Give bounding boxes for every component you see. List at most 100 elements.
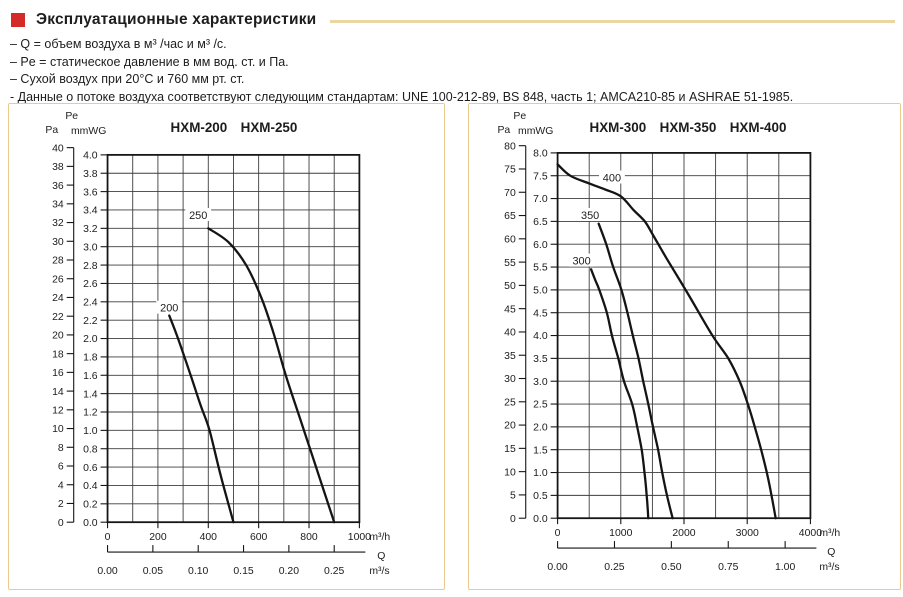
header-rule [330, 19, 895, 23]
svg-text:0: 0 [510, 514, 516, 525]
svg-text:250: 250 [189, 210, 207, 222]
svg-text:1000: 1000 [348, 532, 371, 543]
svg-text:2: 2 [58, 499, 64, 510]
q-axis-label: Q [377, 551, 385, 562]
svg-text:200: 200 [160, 303, 178, 315]
curve-label-250: 250 [185, 208, 212, 222]
pe-axis-label: Pe [513, 111, 526, 122]
svg-text:24: 24 [52, 293, 64, 304]
svg-text:0: 0 [105, 532, 111, 543]
bullet-line-standards: - Данные о потоке воздуха соответствуют … [10, 89, 794, 104]
curve-label-350: 350 [577, 207, 604, 222]
svg-text:0.10: 0.10 [188, 566, 209, 577]
svg-text:3.5: 3.5 [533, 354, 548, 365]
svg-text:400: 400 [200, 532, 218, 543]
bullet-line-air: – Сухой воздух при 20°C и 760 мм рт. ст. [10, 72, 245, 87]
svg-text:2.0: 2.0 [533, 423, 548, 434]
bullet-list: – Q = объем воздуха в м³ /час и м³ /с. –… [10, 36, 898, 106]
svg-text:18: 18 [52, 349, 64, 360]
chart-panel-hxm-200-250: 0.0 0.2 0.4 0.6 0.8 1.0 1.2 1.4 1.6 1.8 2.0 2.2 2.4 2… [8, 103, 445, 590]
svg-text:1.6: 1.6 [83, 371, 98, 382]
q-axis-m3s: 0.00 0.25 0.50 0.75 1.00 Qm³/s [547, 541, 840, 573]
svg-text:2.5: 2.5 [533, 400, 548, 411]
svg-text:34: 34 [52, 200, 64, 211]
svg-text:1.2: 1.2 [83, 408, 98, 419]
svg-text:4.0: 4.0 [533, 331, 548, 342]
x-axis-unit: m³/h [369, 532, 390, 543]
svg-text:0.20: 0.20 [279, 566, 300, 577]
svg-text:7.5: 7.5 [533, 171, 548, 182]
svg-text:0.05: 0.05 [143, 566, 164, 577]
svg-text:1.0: 1.0 [83, 426, 98, 437]
svg-text:0.25: 0.25 [604, 562, 625, 573]
header: Эксплуатационные характеристики [11, 10, 895, 30]
curve-label-300: 300 [568, 253, 595, 268]
svg-text:300: 300 [572, 256, 590, 268]
svg-text:4.5: 4.5 [533, 308, 548, 319]
svg-text:3000: 3000 [736, 528, 759, 539]
svg-text:3.4: 3.4 [83, 206, 98, 217]
svg-text:0: 0 [58, 518, 64, 529]
svg-text:3.0: 3.0 [533, 377, 548, 388]
pa-axis: 0 5 10 15 20 25 30 35 40 45 50 55 60 65 70 75 80 [504, 141, 527, 525]
svg-text:3.6: 3.6 [83, 187, 98, 198]
svg-text:0.6: 0.6 [83, 463, 98, 474]
performance-chart-hxm-200-250: 0.0 0.2 0.4 0.6 0.8 1.0 1.2 1.4 1.6 1.8 2.0 2.2 2.4 2… [45, 111, 390, 577]
svg-text:0.5: 0.5 [533, 491, 548, 502]
svg-text:38: 38 [52, 162, 64, 173]
svg-text:600: 600 [250, 532, 268, 543]
svg-text:2.0: 2.0 [83, 334, 98, 345]
svg-text:4000: 4000 [799, 528, 822, 539]
svg-text:200: 200 [149, 532, 167, 543]
performance-chart-hxm-300-350-400: 0.0 0.5 1.0 1.5 2.0 2.5 3.0 3.5 4.0 4.5 5.0 5.5 6.0 6… [497, 111, 840, 573]
svg-text:0.25: 0.25 [324, 566, 345, 577]
svg-text:3.2: 3.2 [83, 224, 98, 235]
curve-400 [556, 163, 777, 520]
svg-text:7.0: 7.0 [533, 194, 548, 205]
svg-text:0.0: 0.0 [533, 514, 548, 525]
q-axis-unit: m³/s [819, 562, 839, 573]
svg-text:10: 10 [52, 424, 64, 435]
red-square-bullet-icon [11, 13, 25, 27]
q-axis-label: Q [827, 547, 835, 558]
curve-350 [597, 222, 674, 520]
mmwg-axis-label: mmWG [71, 126, 106, 137]
svg-text:2.2: 2.2 [83, 316, 98, 327]
svg-text:55: 55 [504, 258, 516, 269]
pa-axis-label: Pa [45, 125, 58, 136]
bullet-line-q: – Q = объем воздуха в м³ /час и м³ /с. [10, 37, 227, 51]
svg-text:3.0: 3.0 [83, 242, 98, 253]
curve-200 [168, 314, 235, 524]
svg-text:2.4: 2.4 [83, 297, 98, 308]
svg-text:1.5: 1.5 [533, 445, 548, 456]
svg-text:1.4: 1.4 [83, 389, 98, 400]
svg-text:80: 80 [504, 141, 516, 152]
q-axis-unit: m³/s [369, 566, 389, 577]
svg-text:50: 50 [504, 281, 516, 292]
mmwg-axis: 0.0 0.2 0.4 0.6 0.8 1.0 1.2 1.4 1.6 1.8 2.0 2.2 2.4 2… [83, 151, 108, 529]
pa-axis-label: Pa [497, 125, 510, 136]
svg-text:1.00: 1.00 [775, 562, 796, 573]
svg-text:800: 800 [300, 532, 318, 543]
chart-title: HXM-200 HXM-250 [171, 120, 298, 135]
chart-title: HXM-300 HXM-350 HXM-400 [590, 120, 787, 135]
svg-text:12: 12 [52, 406, 64, 417]
svg-text:14: 14 [52, 387, 64, 398]
bullet-line-pe: – Pe = статическое давление в мм вод. ст… [10, 54, 289, 69]
pe-axis-label: Pe [65, 111, 78, 122]
svg-text:0.50: 0.50 [661, 562, 682, 573]
svg-text:5: 5 [510, 491, 516, 502]
svg-text:0.2: 0.2 [83, 500, 98, 511]
x-axis-unit: m³/h [819, 528, 840, 539]
svg-text:16: 16 [52, 368, 64, 379]
svg-text:8: 8 [58, 443, 64, 454]
q-axis-m3s: 0.00 0.05 0.10 0.15 0.20 0.25 Qm³/s [97, 545, 390, 577]
svg-text:70: 70 [504, 188, 516, 199]
svg-text:60: 60 [504, 235, 516, 246]
page-title: Эксплуатационные характеристики [36, 11, 317, 28]
svg-text:75: 75 [504, 165, 516, 176]
